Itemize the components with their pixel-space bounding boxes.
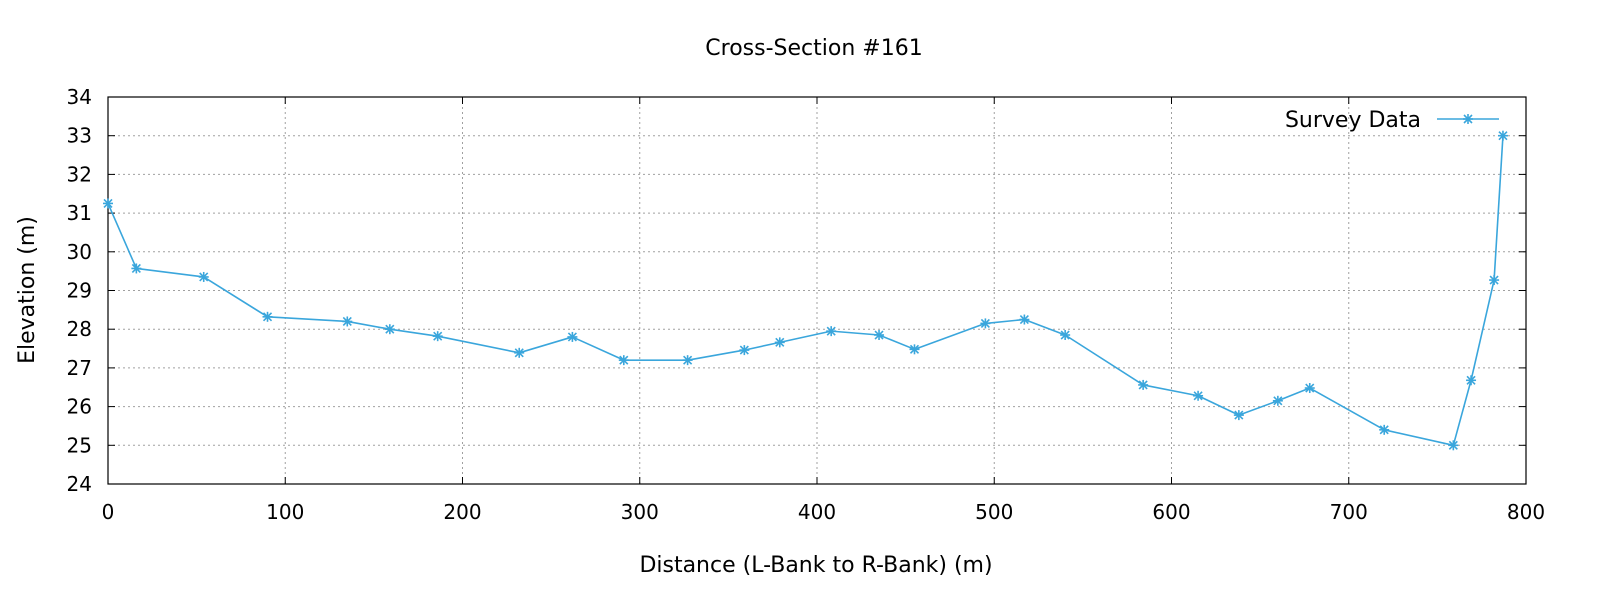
y-tick-label: 33 — [67, 124, 92, 148]
data-point — [874, 330, 885, 341]
data-point — [1463, 114, 1473, 124]
x-tick-label: 200 — [443, 500, 481, 524]
series-layer — [103, 130, 1508, 451]
y-tick-label: 28 — [67, 317, 92, 341]
data-point — [980, 318, 991, 329]
y-tick-label: 24 — [67, 472, 92, 496]
y-tick-label: 31 — [67, 201, 92, 225]
y-tick-label: 34 — [67, 85, 92, 109]
data-point — [826, 326, 837, 337]
data-point — [103, 198, 113, 209]
data-point — [384, 324, 395, 335]
data-point — [1379, 424, 1390, 435]
grid-layer — [108, 97, 1526, 484]
x-axis-label: Distance (L-Bank to R-Bank) (m) — [639, 553, 992, 578]
data-point — [432, 331, 443, 342]
legend-label-survey-data: Survey Data — [1285, 108, 1421, 133]
data-point — [618, 355, 629, 366]
y-tick-label: 32 — [67, 162, 92, 186]
data-point — [739, 345, 750, 356]
legend: Survey Data — [1285, 108, 1499, 133]
data-point — [1466, 375, 1477, 386]
data-point — [342, 316, 353, 327]
data-point — [1448, 440, 1459, 451]
x-tick-label: 400 — [798, 500, 836, 524]
y-tick-label: 30 — [67, 240, 92, 264]
ticks-layer: 0 100 200 300 400 500 600 700 800 24 25 26 27 28 29 30 3… — [67, 85, 1546, 524]
data-point — [514, 347, 525, 358]
data-point — [1272, 395, 1283, 406]
data-point — [682, 355, 693, 366]
y-tick-label: 25 — [67, 433, 92, 457]
chart-title: Cross-Section #161 — [705, 36, 922, 61]
data-point — [131, 263, 142, 274]
data-point — [1019, 314, 1030, 325]
data-point — [909, 344, 920, 355]
data-point — [1233, 410, 1244, 421]
x-tick-label: 500 — [975, 500, 1013, 524]
data-point — [1060, 330, 1071, 341]
y-tick-label: 27 — [67, 356, 92, 380]
x-tick-label: 100 — [266, 500, 304, 524]
x-tick-label: 0 — [102, 500, 115, 524]
data-point — [198, 271, 209, 282]
y-tick-label: 26 — [67, 395, 92, 419]
y-tick-label: 29 — [67, 279, 92, 303]
data-point — [1489, 275, 1500, 286]
x-tick-label: 600 — [1152, 500, 1190, 524]
data-point — [1497, 130, 1508, 141]
data-point — [567, 331, 578, 342]
legend-marker-survey-data — [1463, 114, 1473, 124]
data-point — [1193, 390, 1204, 401]
x-tick-label: 700 — [1330, 500, 1368, 524]
data-point — [262, 311, 273, 322]
data-point — [1138, 379, 1149, 390]
data-point — [774, 337, 785, 348]
x-tick-label: 800 — [1507, 500, 1545, 524]
y-axis-label: Elevation (m) — [15, 216, 40, 364]
x-tick-label: 300 — [621, 500, 659, 524]
data-point — [1304, 383, 1315, 394]
